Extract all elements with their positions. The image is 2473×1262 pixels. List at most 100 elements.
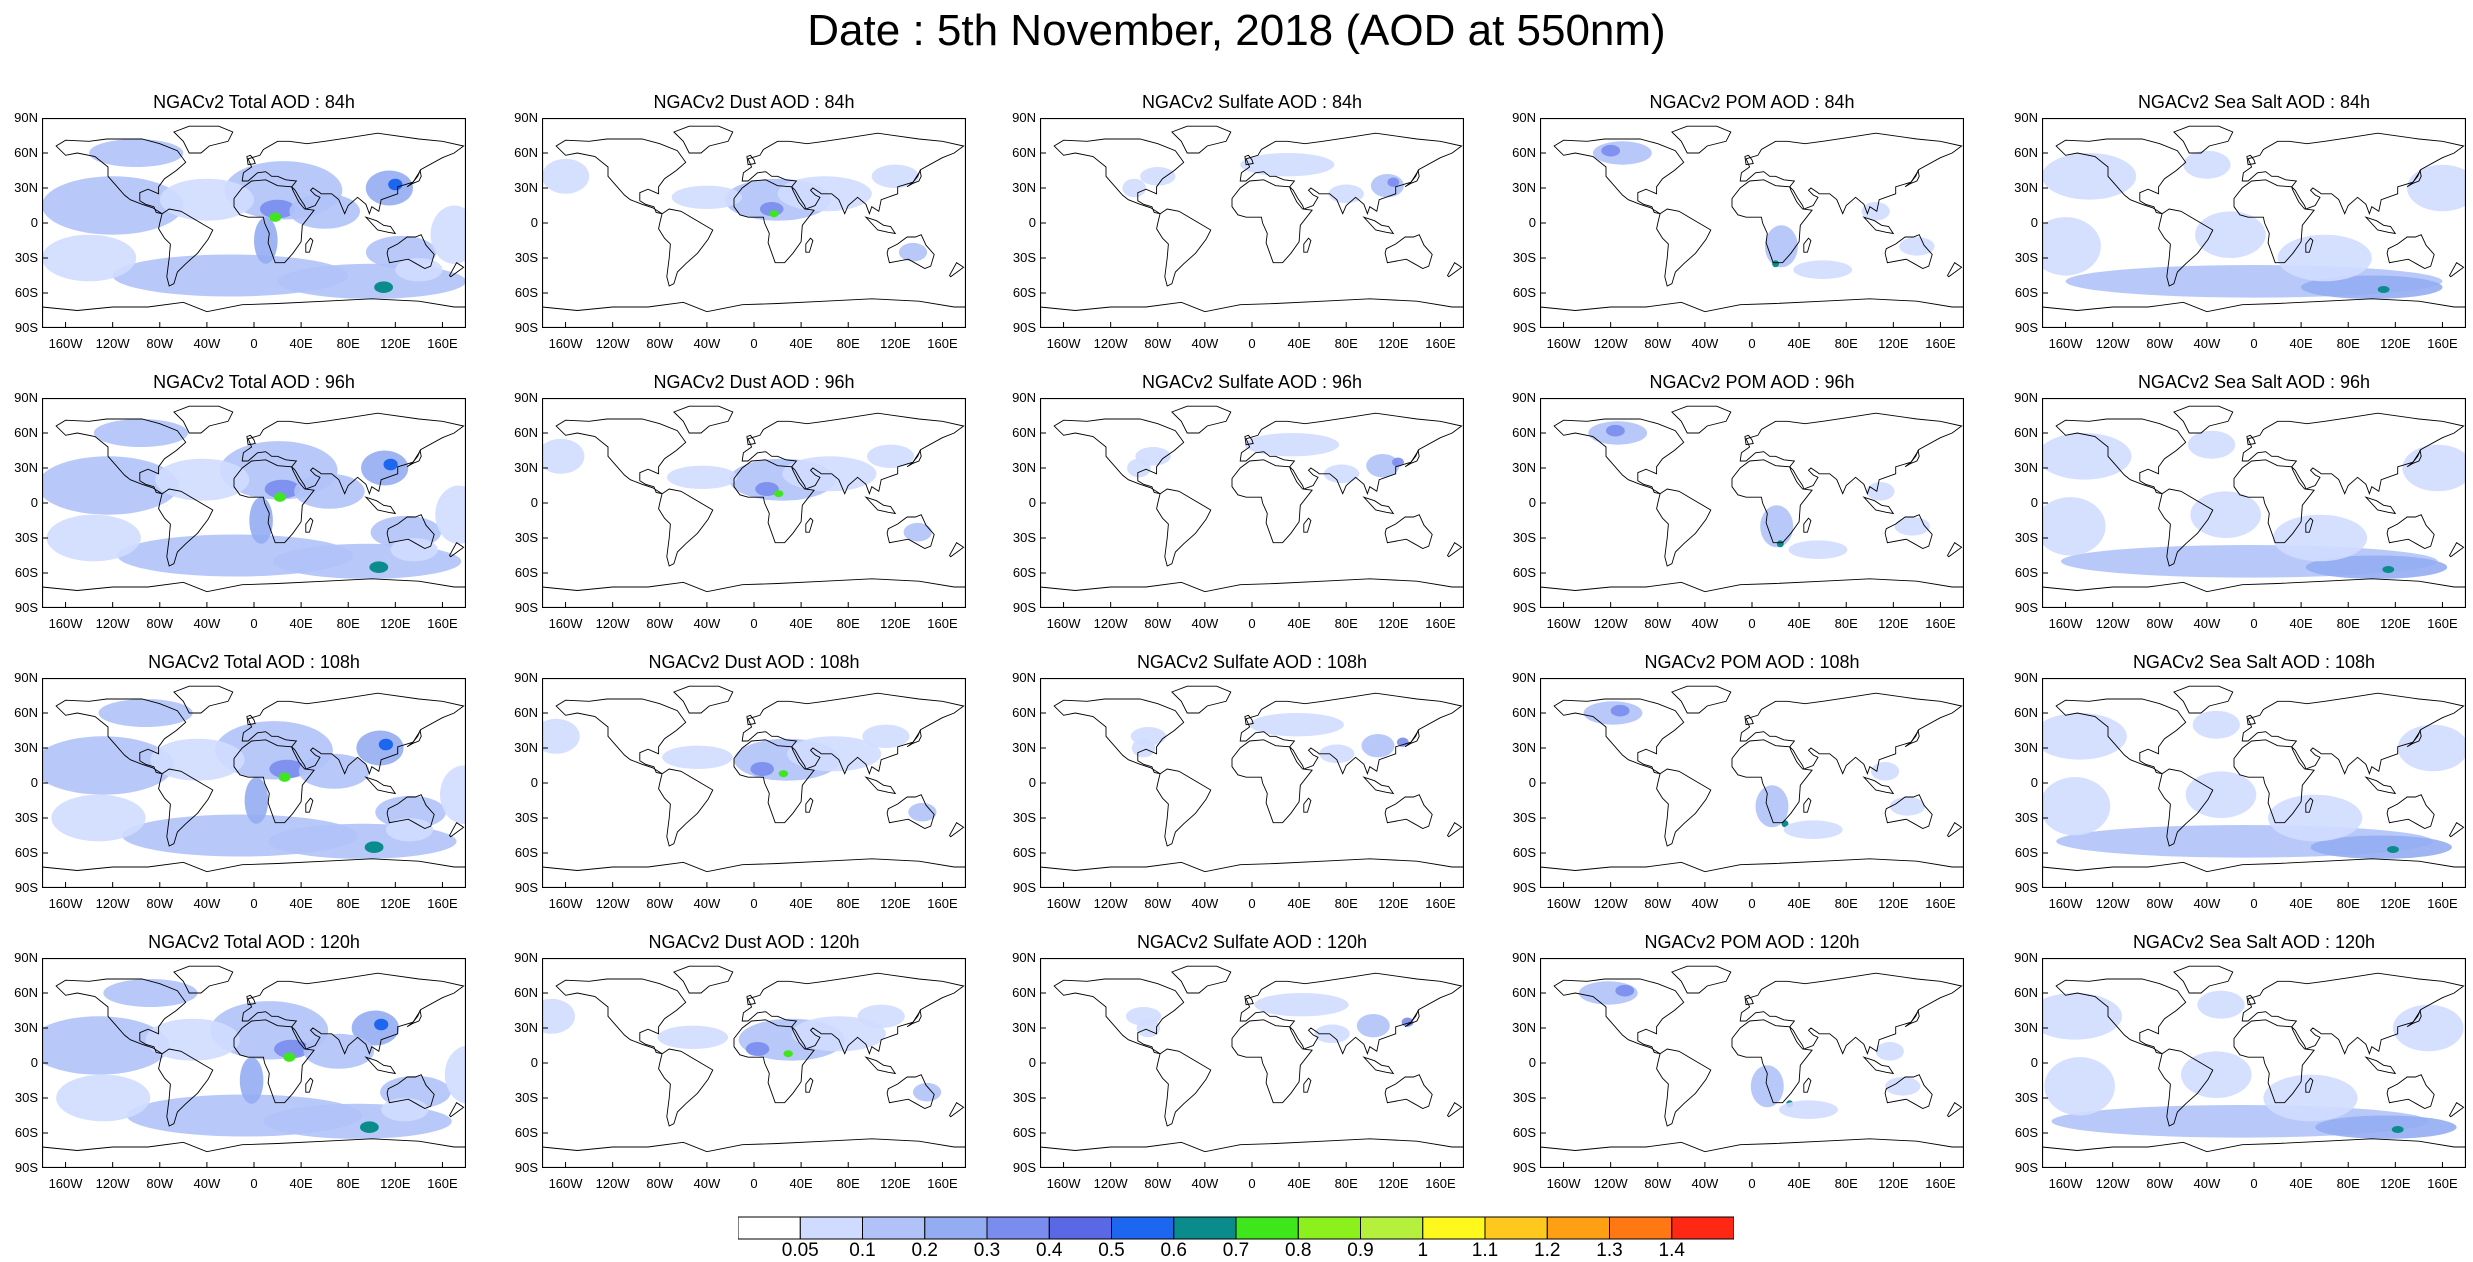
coastline-japan [906,448,922,468]
lon-label: 160E [427,616,458,631]
coastline-southAmerica [658,768,714,847]
coastline-africa [233,1019,315,1104]
coastline-northAmerica [555,978,687,1055]
coastline-antarctica [2042,298,2466,328]
aod-region [294,473,365,509]
coastline-northAmerica [1053,138,1185,215]
panel-title: NGACv2 POM AOD : 96h [1649,372,1855,392]
lat-label: 60S [1012,285,1036,300]
coastline-newZealand [1946,1102,1963,1118]
coastline-africa [1731,739,1813,824]
coastline-newZealand [1446,1102,1463,1118]
coastline-newZealand [1446,262,1463,278]
coastline-australia [1884,794,1933,829]
coastline-madagascar [805,797,814,813]
aod-region [1593,141,1652,165]
aod-region [1760,505,1794,548]
lon-label: 120W [2095,896,2130,911]
colorbar-label: 0.4 [1036,1240,1063,1261]
coastline-britain [246,434,256,446]
coastline-greenland [173,125,234,154]
aod-region [542,158,590,194]
lat-label: 0 [1528,495,1536,510]
coastline-indonesia [2364,216,2397,235]
aod-region [2277,234,2372,282]
coastline-greenland [173,685,234,714]
colorbar-label: 0.9 [1347,1240,1374,1261]
lat-label: 60N [14,985,38,1000]
aod-region [1793,260,1853,279]
lon-label: 160W [1046,1176,1081,1191]
aod-region [1240,153,1335,177]
lat-label: 30N [14,1020,38,1035]
aod-region [1323,464,1360,484]
lon-label: 40E [2289,616,2313,631]
lon-label: 120E [1378,616,1409,631]
lon-label: 0 [2250,616,2258,631]
coastline-europeAsia [2241,412,2465,496]
lat-label: 90S [1012,320,1036,335]
lon-label: 40W [193,616,221,631]
coastline-australia [1384,1074,1433,1109]
colorbar-label: 1 [1417,1240,1429,1261]
map-background [1040,118,1464,328]
lon-label: 160E [427,896,458,911]
lat-label: 30S [14,250,38,265]
lat-label: 0 [530,215,538,230]
coastline-europeAsia [1739,972,1963,1056]
coastline-madagascar [2305,797,2314,813]
lon-label: 80E [1334,616,1358,631]
panel-title: NGACv2 Sea Salt AOD : 108h [2132,652,2376,672]
panel-title: NGACv2 Total AOD : 108h [148,652,360,672]
coastline-antarctica [42,298,466,328]
colorbar-swatch [1671,1216,1734,1240]
lon-label: 40E [1787,336,1811,351]
panel-title: NGACv2 Dust AOD : 84h [653,92,855,112]
panel-title: NGACv2 POM AOD : 120h [1644,932,1860,952]
lon-label: 120E [380,896,411,911]
map-background [542,118,966,328]
aod-region [1875,1042,1904,1061]
coastline-madagascar [305,1077,314,1093]
aod-region [42,736,174,795]
lat-label: 90N [1512,950,1536,965]
coastline-africa [233,739,315,824]
colorbar-swatch [1048,1216,1113,1240]
aod-map-9 [2042,398,2466,608]
coastline-australia [2386,1074,2435,1109]
coastline-newZealand [448,262,465,278]
lat-label: 0 [30,1055,38,1070]
lat-label: 90S [514,1160,538,1175]
aod-region [244,777,269,824]
lat-label: 90N [1012,110,1036,125]
coastline-australia [2386,794,2435,829]
aod-region [351,1010,399,1046]
lat-label: 30N [14,180,38,195]
coastline-indonesia [1862,776,1895,795]
coastline-antarctica [1540,298,1964,328]
coastline-antarctica [42,858,466,888]
map-background [1040,958,1464,1168]
coastline-indonesia [2364,1056,2397,1075]
lon-label: 0 [250,616,258,631]
coastline-madagascar [1303,237,1312,253]
aod-region [2382,566,2395,573]
lat-label: 30N [2014,1020,2038,1035]
aod-map-12 [1040,678,1464,888]
lat-label: 60S [514,565,538,580]
aod-region [871,164,919,188]
aod-region [2268,794,2363,842]
lat-label: 60N [1012,145,1036,160]
lon-label: 160E [2427,336,2458,351]
coastline-indonesia [364,216,397,235]
lon-label: 0 [1248,336,1256,351]
coastline-newZealand [948,262,965,278]
lon-label: 40E [789,896,813,911]
aod-region [1861,202,1890,221]
lat-label: 90S [2014,1160,2038,1175]
coastline-britain [246,714,256,726]
lat-label: 30S [2014,250,2038,265]
lat-label: 90N [2014,390,2038,405]
lon-label: 80E [1334,1176,1358,1191]
coastline-australia [1884,1074,1933,1109]
